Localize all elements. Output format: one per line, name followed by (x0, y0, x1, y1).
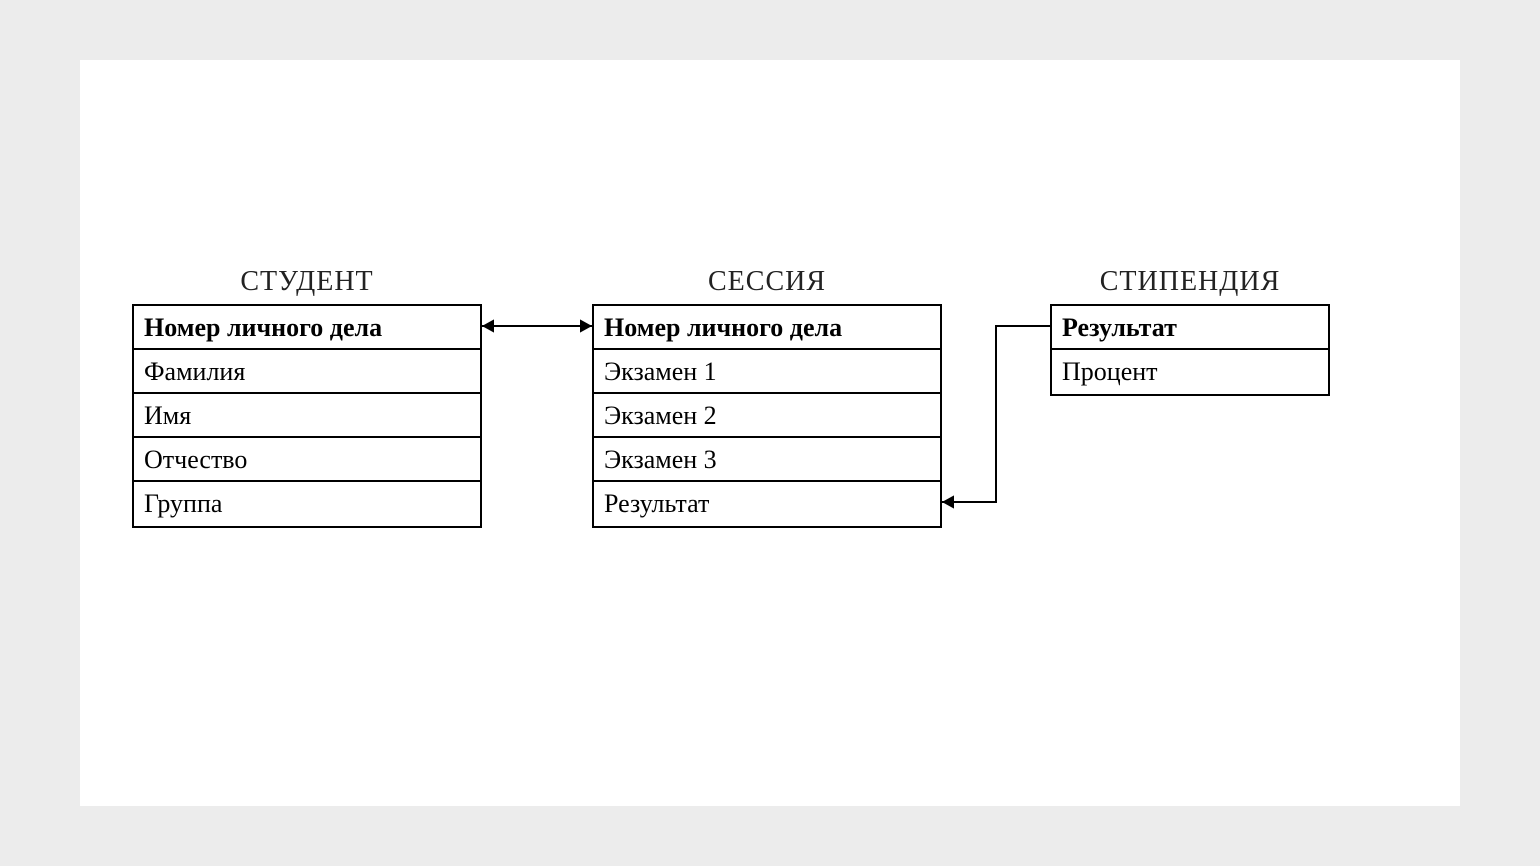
entity-session: СЕССИЯНомер личного делаЭкзамен 1Экзамен… (592, 266, 942, 528)
entity-student: СТУДЕНТ Номер личного делаФамилияИмяОтчес… (132, 266, 482, 528)
entity-title-stipend: СТИПЕНДИЯ (1050, 266, 1330, 298)
entity-row: Результат (594, 482, 940, 526)
entity-row: Номер личного дела (594, 306, 940, 350)
entity-box-stipend: РезультатПроцент (1050, 304, 1330, 396)
entity-row: Отчество (134, 438, 480, 482)
entity-stipend: СТИПЕНДИЯ РезультатПроцент (1050, 266, 1330, 396)
entity-box-student: Номер личного делаФамилияИмяОтчествоГруп… (132, 304, 482, 528)
entity-row: Экзамен 2 (594, 394, 940, 438)
entity-row: Номер личного дела (134, 306, 480, 350)
entity-row: Имя (134, 394, 480, 438)
entity-title-student: СТУДЕНТ (132, 266, 482, 298)
entity-title-session: СЕССИЯ (592, 266, 942, 298)
diagram-canvas: СТУДЕНТНомер личного делаФамилияИмяОтчес… (0, 0, 1540, 866)
entity-row: Экзамен 3 (594, 438, 940, 482)
entity-row: Группа (134, 482, 480, 526)
entity-row: Экзамен 1 (594, 350, 940, 394)
entity-row: Результат (1052, 306, 1328, 350)
entity-row: Процент (1052, 350, 1328, 394)
entity-row: Фамилия (134, 350, 480, 394)
entity-box-session: Номер личного делаЭкзамен 1Экзамен 2Экза… (592, 304, 942, 528)
